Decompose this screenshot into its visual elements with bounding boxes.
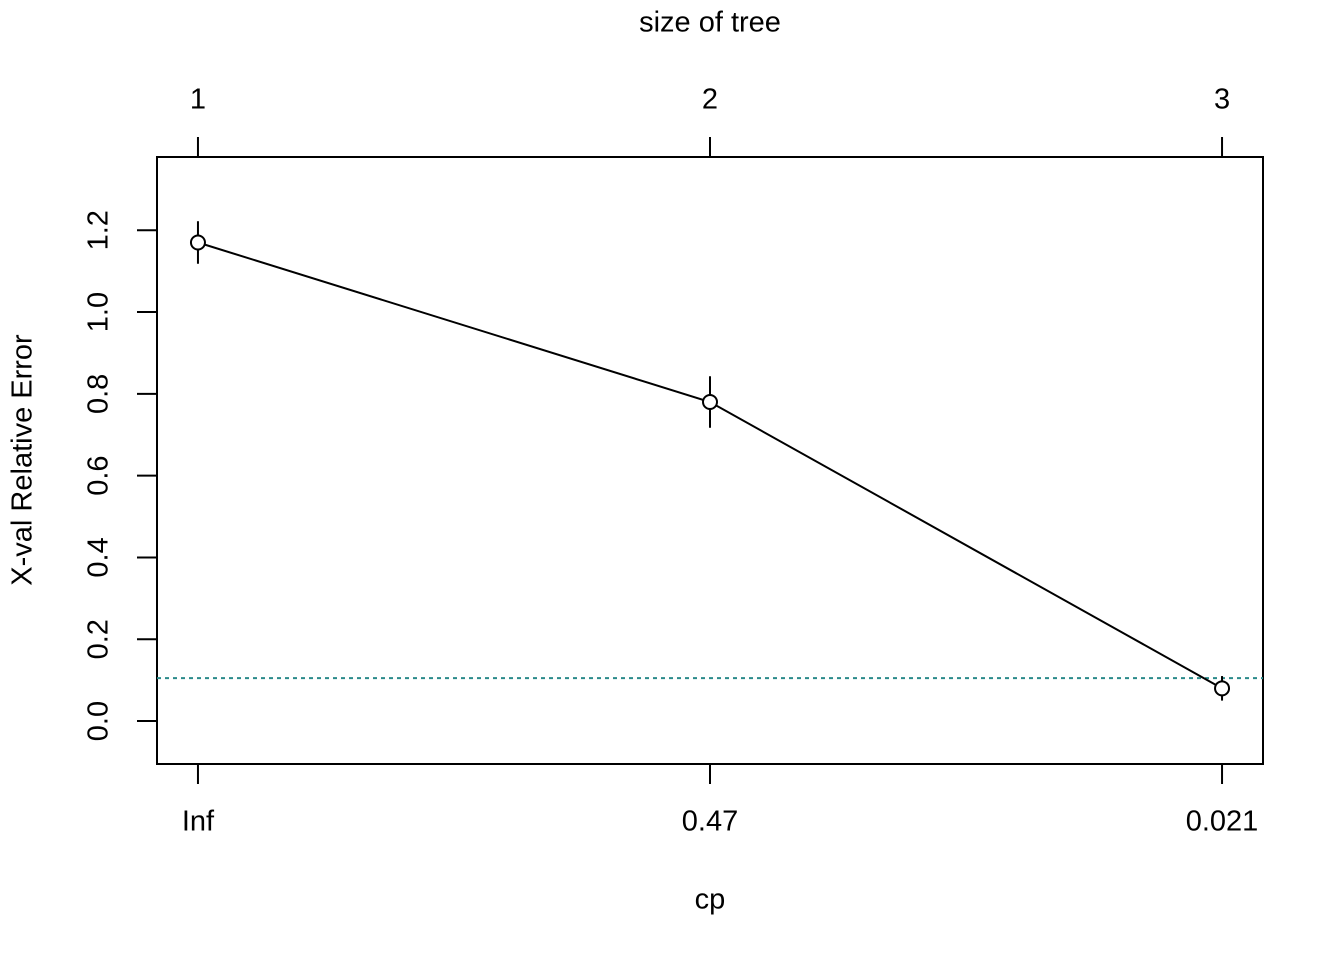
y-tick-label: 0.6 bbox=[83, 455, 115, 495]
y-tick-label: 1.0 bbox=[83, 292, 115, 332]
x-tick-label: 0.021 bbox=[1186, 806, 1259, 838]
top-tick-label: 2 bbox=[702, 84, 718, 116]
point bbox=[1214, 680, 1231, 697]
x-axis-title: cp bbox=[695, 884, 726, 916]
y-tick-label: 0.8 bbox=[83, 374, 115, 414]
x-tick-label: 0.47 bbox=[682, 806, 738, 838]
top-tick-label: 1 bbox=[190, 84, 206, 116]
plot-frame bbox=[156, 156, 1264, 765]
point bbox=[702, 394, 718, 411]
y-tick-label: 0.0 bbox=[83, 701, 115, 741]
series-line bbox=[197, 241, 1223, 690]
y-tick-label: 1.2 bbox=[83, 210, 115, 250]
point bbox=[189, 234, 206, 251]
y-axis-title: X-val Relative Error bbox=[7, 334, 39, 586]
top-axis-title: size of tree bbox=[639, 7, 781, 39]
y-tick-label: 0.4 bbox=[83, 537, 115, 577]
top-tick-label: 3 bbox=[1214, 84, 1230, 116]
y-tick-label: 0.2 bbox=[83, 619, 115, 659]
x-tick-label: Inf bbox=[182, 806, 215, 838]
